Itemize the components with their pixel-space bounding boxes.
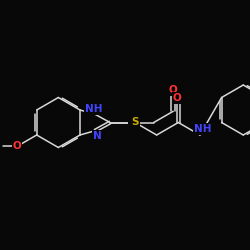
Text: O: O xyxy=(169,85,177,95)
Text: N: N xyxy=(93,131,102,141)
Text: O: O xyxy=(13,140,22,150)
Text: NH: NH xyxy=(194,124,211,134)
Text: S: S xyxy=(129,118,136,128)
Text: O: O xyxy=(173,93,182,103)
Text: S: S xyxy=(131,117,139,127)
Text: NH: NH xyxy=(85,104,102,114)
